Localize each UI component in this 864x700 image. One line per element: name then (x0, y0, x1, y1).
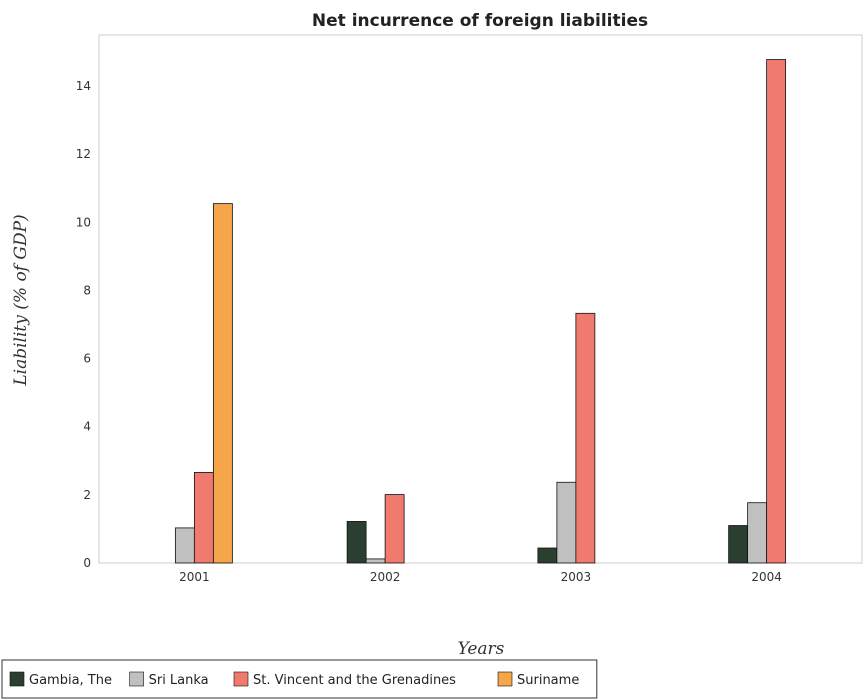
x-tick-label: 2003 (561, 570, 592, 584)
bar (193, 471, 214, 564)
chart-title: Net incurrence of foreign liabilities (312, 11, 648, 31)
y-tick-label: 2 (83, 488, 91, 502)
bar (346, 521, 367, 564)
bar (766, 59, 787, 564)
legend-swatch (129, 671, 144, 687)
legend-label: Gambia, The (29, 673, 112, 688)
bar (556, 481, 577, 564)
bar (537, 547, 558, 564)
legend-swatch (497, 671, 513, 687)
x-axis-ticks: 2001 2002 2003 2004 (179, 570, 782, 584)
legend-label: St. Vincent and the Grenadines (253, 673, 456, 688)
bar (575, 312, 596, 564)
legend: Gambia, The Sri Lanka St. Vincent and the … (1, 659, 598, 699)
y-tick-label: 6 (83, 352, 91, 366)
legend-swatch (9, 671, 25, 687)
bar (174, 527, 195, 564)
x-axis-label: Years (458, 639, 505, 659)
x-tick-label: 2002 (370, 570, 401, 584)
x-tick-label: 2004 (751, 570, 782, 584)
y-axis-ticks: 0 2 4 6 8 10 12 14 (76, 79, 91, 570)
y-axis-label: Liability (% of GDP) (11, 214, 31, 386)
y-tick-label: 4 (83, 420, 91, 434)
y-tick-label: 12 (76, 147, 91, 161)
bar (728, 525, 749, 564)
legend-swatch (233, 671, 249, 687)
bar (365, 558, 386, 564)
y-tick-label: 8 (83, 283, 91, 297)
legend-label: Suriname (517, 673, 579, 688)
legend-box (1, 659, 598, 699)
x-tick-label: 2001 (179, 570, 210, 584)
legend-label: Sri Lanka (149, 673, 209, 688)
bars (174, 59, 787, 564)
y-tick-label: 0 (83, 556, 91, 570)
bar (384, 494, 405, 564)
y-tick-label: 10 (76, 215, 91, 229)
bar (747, 502, 768, 564)
bar (212, 203, 233, 564)
y-tick-label: 14 (76, 79, 91, 93)
